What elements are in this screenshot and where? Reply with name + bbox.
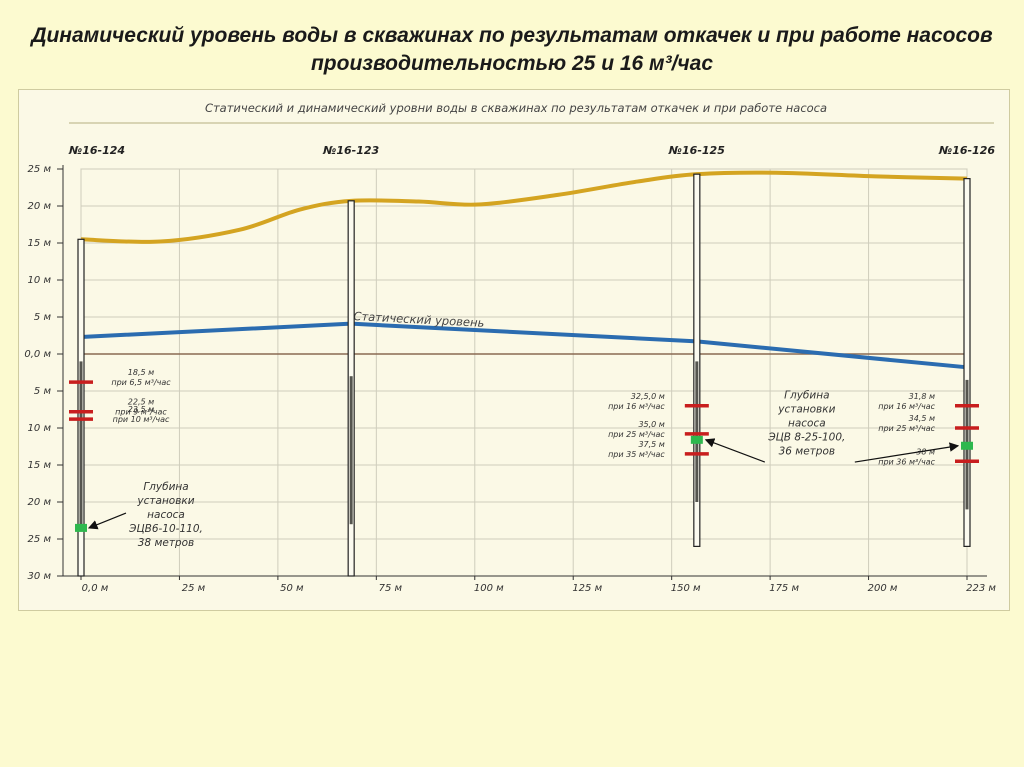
dynamic-level-rate: при 16 м³/час (608, 402, 665, 411)
pump-note-line: 38 метров (138, 537, 194, 549)
chart-panel: Статический и динамический уровни воды в… (18, 89, 1010, 611)
x-axis: 0,0 м 25 м 50 м 75 м 100 м 125 м 150 м 175 м 200… (63, 575, 996, 594)
x-tick-label: 223 м (966, 583, 996, 594)
x-tick-label: 75 м (379, 583, 403, 594)
y-tick-label: 15 м (28, 238, 52, 249)
pump-note-line: ЭЦВ 8-25-100, (767, 431, 845, 443)
dynamic-level-depth: 23,5 м (128, 405, 154, 414)
pump-marker (690, 435, 703, 444)
x-tick-label: 50 м (280, 583, 304, 594)
water-level-chart: Статический и динамический уровни воды в… (24, 101, 996, 594)
x-tick-label: 175 м (769, 583, 799, 594)
well-label: №16-125 (668, 144, 725, 157)
y-tick-label: 30 м (28, 571, 52, 582)
y-tick-label: 15 м (28, 460, 52, 471)
dynamic-level-depth: 22,5 м (128, 398, 154, 407)
pump-arrow (87, 512, 127, 530)
dynamic-level-rate: при 16 м³/час (878, 402, 935, 411)
dynamic-level-rate: при 9 м³/час (115, 408, 167, 417)
y-tick-label: 25 м (28, 534, 52, 545)
y-axis: 25 м 20 м 15 м 10 м 5 м 0,0 м 5 м 10 м 15 м 20 м 2… (24, 164, 64, 582)
series-line-1 (80, 170, 968, 244)
x-tick-label: 100 м (474, 583, 504, 594)
pump-note-line: установки (777, 403, 835, 415)
pump-note-line: установки (136, 495, 194, 507)
pump-marker (961, 441, 973, 450)
pump-note-line: 36 метров (779, 445, 835, 457)
well-screen (695, 361, 699, 502)
y-tick-label: 0,0 м (24, 349, 51, 360)
dynamic-level-depth: 32,5,0 м (631, 392, 665, 401)
dynamic-level-rate: при 25 м³/час (608, 430, 665, 439)
dynamic-level-depth: 31,8 м (909, 392, 935, 401)
series-label-static-level: Статический уровень (353, 309, 485, 330)
dynamic-level-depth: 18,5 м (128, 368, 154, 377)
x-tick-label: 0,0 м (82, 583, 109, 594)
series-group: Статический уровень (80, 170, 968, 370)
chart-title: Статический и динамический уровни воды в… (205, 101, 827, 115)
well-label: №16-124 (68, 144, 125, 157)
x-tick-label: 125 м (572, 583, 602, 594)
y-tick-label: 20 м (28, 201, 52, 212)
slide-title-line1: Динамический уровень воды в скважинах по… (31, 24, 993, 47)
well-screen (349, 376, 353, 525)
x-tick-label: 200 м (868, 583, 898, 594)
dynamic-level-depth: 37,5 м (638, 440, 664, 449)
pump-annotations: Глубина установки насоса ЭЦВ6-10-110, 38 мет… (87, 389, 960, 549)
dynamic-level-rate: при 10 м³/час (113, 415, 170, 424)
plot-border (80, 168, 968, 577)
y-tick-label: 25 м (28, 164, 52, 175)
pump-marker (75, 523, 87, 532)
pump-arrow (854, 442, 960, 463)
dynamic-level-depth: 35,0 м (638, 420, 664, 429)
well-casing (963, 178, 971, 548)
y-tick-label: 5 м (34, 312, 52, 323)
dynamic-level-rate: при 25 м³/час (878, 424, 935, 433)
well-screen (79, 361, 83, 532)
well-label: №16-123 (322, 144, 379, 157)
pump-note-line: ЭЦВ6-10-110, (128, 523, 203, 535)
series-line-2 (80, 321, 968, 370)
dynamic-level-depth: 38 м (916, 447, 935, 456)
dynamic-level-rate: при 36 м³/час (878, 457, 935, 466)
well-casing (693, 173, 701, 548)
y-tick-label: 20 м (28, 497, 52, 508)
pump-note-line: Глубина (784, 389, 829, 401)
well-2: №16-123 (322, 144, 380, 577)
x-tick-label: 25 м (182, 583, 206, 594)
dynamic-level-rate: при 6,5 м³/час (111, 378, 171, 387)
dynamic-level-rate: при 35 м³/час (608, 450, 665, 459)
pump-note-line: Глубина (143, 481, 188, 493)
slide-title-line2: производительностью 25 и 16 м³/час (310, 52, 714, 75)
dynamic-level-depth: 34,5 м (909, 414, 935, 423)
pump-note-line: насоса (788, 417, 826, 429)
y-tick-label: 10 м (28, 275, 52, 286)
pump-arrow (704, 438, 766, 463)
x-tick-label: 150 м (671, 583, 701, 594)
y-tick-label: 10 м (28, 423, 52, 434)
grid (80, 168, 968, 577)
slide-title: Динамический уровень воды в скважинах по… (20, 22, 1004, 78)
pump-note-line: насоса (147, 509, 185, 521)
y-tick-label: 5 м (34, 386, 52, 397)
well-label: №16-126 (938, 144, 995, 157)
